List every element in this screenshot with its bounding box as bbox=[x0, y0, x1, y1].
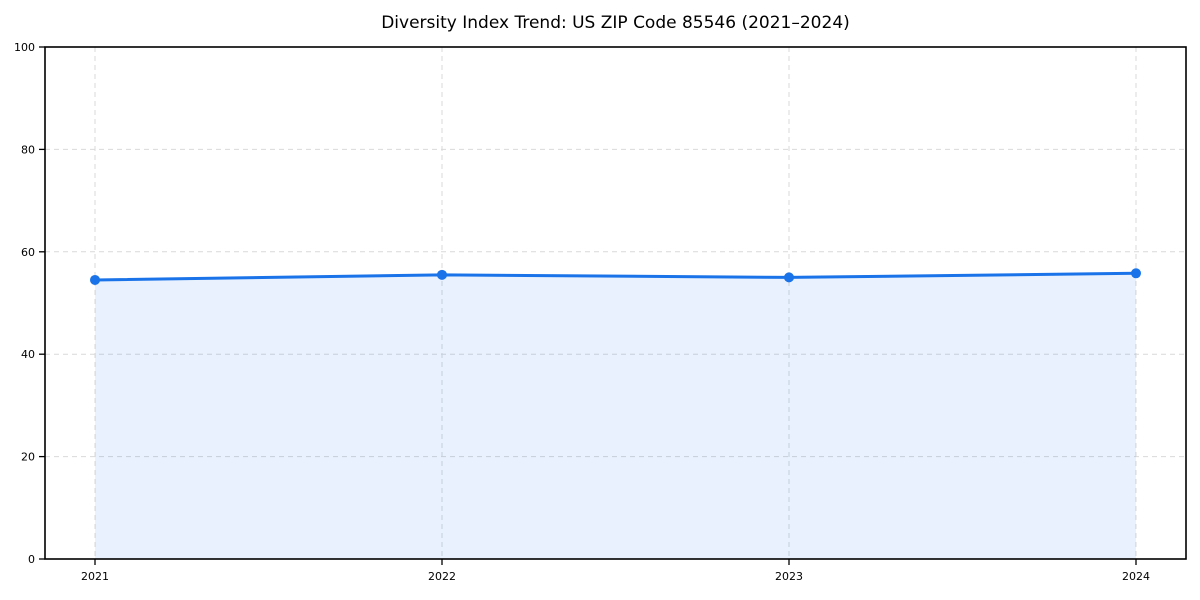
y-tick-label: 100 bbox=[14, 41, 35, 54]
y-tick-label: 60 bbox=[21, 246, 35, 259]
y-tick-label: 0 bbox=[28, 553, 35, 566]
x-tick-label: 2023 bbox=[775, 570, 803, 583]
x-tick-label: 2022 bbox=[428, 570, 456, 583]
data-point-2024 bbox=[1131, 268, 1141, 279]
data-point-2022 bbox=[437, 269, 447, 280]
data-point-2023 bbox=[784, 272, 794, 283]
y-tick-label: 80 bbox=[21, 143, 35, 156]
data-point-2021 bbox=[90, 274, 100, 285]
chart-title: Diversity Index Trend: US ZIP Code 85546… bbox=[381, 13, 850, 33]
trend-line bbox=[93, 271, 1138, 282]
y-tick-label: 20 bbox=[21, 451, 35, 464]
x-tick-label: 2021 bbox=[81, 570, 109, 583]
plot-border bbox=[44, 46, 1187, 560]
area-fill bbox=[95, 273, 1136, 559]
x-tick-label: 2024 bbox=[1122, 570, 1150, 583]
y-tick-label: 40 bbox=[21, 348, 35, 361]
